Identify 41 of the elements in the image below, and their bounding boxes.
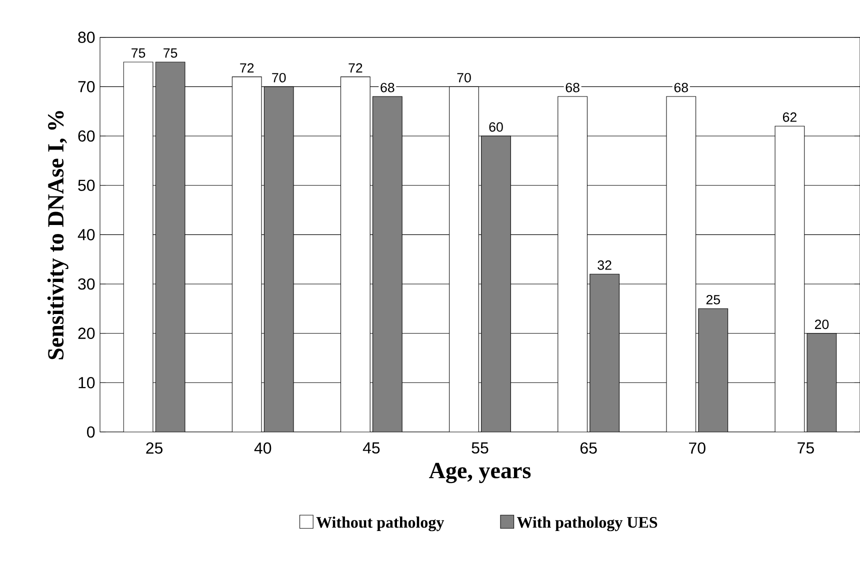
data-label: 75 [164,48,178,58]
x-tick-label: 25 [146,442,163,454]
data-label: 70 [272,72,286,82]
y-tick-label: 30 [78,278,95,290]
data-label: 68 [566,82,580,92]
x-tick-label: 40 [254,442,272,454]
y-tick-label: 0 [87,426,95,438]
data-label: 68 [674,82,688,92]
x-tick-label: 55 [472,442,488,454]
bar [806,333,837,432]
bar [698,308,728,432]
data-label: 62 [782,112,796,122]
y-tick-label: 40 [78,229,95,240]
bar [264,86,294,432]
bar [372,96,402,432]
bar [481,136,511,432]
x-tick-label: 75 [798,442,814,454]
data-label: 72 [348,63,362,73]
y-tick-label: 10 [78,377,95,388]
legend-label: With pathology UES [516,516,658,532]
data-label: 70 [457,72,471,82]
data-label: 60 [489,122,503,132]
x-tick-label: 65 [580,442,597,454]
y-tick-label: 20 [78,328,95,339]
bar [155,62,186,432]
data-label: 68 [380,82,394,92]
x-tick-label: 70 [689,442,706,454]
legend-label: Without pathology [316,516,444,532]
y-tick-label: 70 [78,81,95,92]
data-label: 25 [706,294,720,304]
data-label: 32 [598,260,612,270]
data-label: 72 [240,63,254,73]
data-label: 75 [132,48,146,58]
bar [590,274,620,432]
y-tick-label: 80 [78,32,95,43]
y-axis-title: Sensitivity to DNAse I, % [47,111,68,360]
y-tick-label: 50 [78,180,95,191]
x-tick-label: 45 [362,442,380,454]
x-axis-title: Age, years [429,462,531,484]
y-tick-label: 60 [78,130,95,142]
data-label: 20 [814,320,829,330]
